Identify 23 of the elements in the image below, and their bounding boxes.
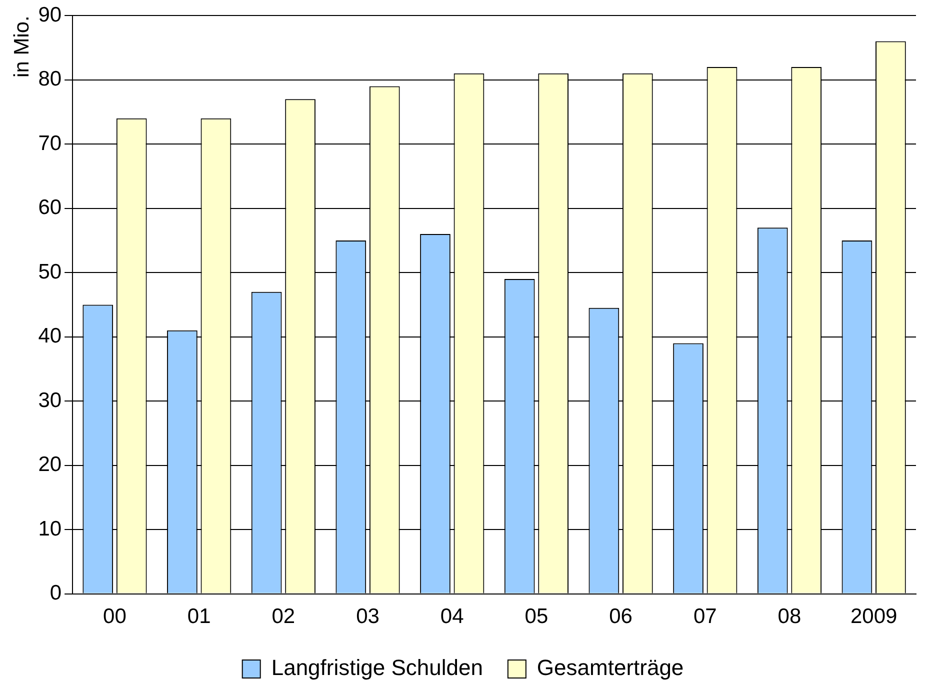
y-tick-label: 10 — [38, 517, 62, 540]
y-tick-label: 60 — [38, 196, 62, 220]
x-tick-label: 01 — [187, 605, 211, 628]
x-tick-label: 04 — [440, 605, 464, 628]
y-tick-label: 50 — [38, 260, 62, 284]
y-tick-label: 70 — [38, 132, 62, 155]
x-tick-label: 2009 — [850, 605, 898, 628]
y-axis-title: in Mio. — [10, 16, 34, 78]
x-tick-label: 07 — [693, 605, 717, 628]
legend-label: Gesamterträge — [536, 655, 684, 680]
y-tick-label: 0 — [50, 582, 62, 605]
x-tick-label: 08 — [778, 605, 802, 628]
x-tick-label: 05 — [524, 605, 548, 628]
y-tick-label: 30 — [38, 388, 62, 412]
x-tick-label: 02 — [272, 605, 296, 628]
x-tick-label: 03 — [356, 605, 380, 628]
y-tick-label: 40 — [38, 324, 62, 348]
x-tick-label: 00 — [103, 605, 126, 628]
y-tick-label: 20 — [38, 453, 62, 476]
legend-label: Langfristige Schulden — [271, 655, 483, 680]
y-tick-label: 90 — [38, 3, 62, 26]
x-tick-label: 06 — [609, 605, 632, 628]
y-tick-label: 80 — [38, 68, 62, 91]
